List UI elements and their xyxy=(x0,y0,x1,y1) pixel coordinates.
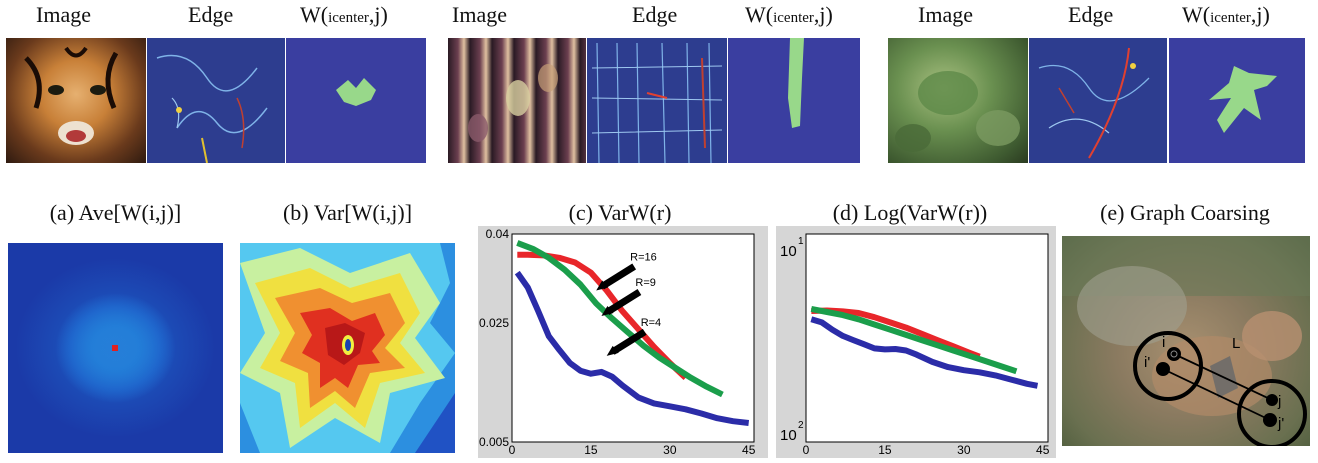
edge-lines xyxy=(156,54,268,163)
variance-contours xyxy=(240,243,455,453)
tiger-affinity-map xyxy=(286,38,426,163)
x-tick-label: 45 xyxy=(1036,443,1050,457)
corn-kernels xyxy=(468,64,558,142)
w-label-main: W( xyxy=(1182,2,1211,27)
image-label-2: Image xyxy=(452,2,507,27)
corn-photo xyxy=(448,38,586,163)
graph-coarsening-overlay: i i' j j' L xyxy=(1062,236,1310,446)
series-line-2 xyxy=(514,270,750,426)
annotation-arrowhead-1 xyxy=(601,306,614,317)
series-line-1 xyxy=(810,305,1018,375)
caption-d: (d) Log(VarW(r)) xyxy=(832,200,988,225)
corn-edge-map xyxy=(587,38,727,163)
annotation-arrowhead-2 xyxy=(606,345,619,356)
w-label-sub: icenter xyxy=(328,10,369,26)
series-line-0 xyxy=(811,307,981,360)
x-tick-label: 0 xyxy=(509,443,516,457)
w-label-sub: icenter xyxy=(1210,10,1251,26)
annotation-arrow-2 xyxy=(610,328,647,355)
affinity-shape xyxy=(336,78,376,106)
edge-lines xyxy=(591,42,723,163)
affinity-shape xyxy=(1209,66,1277,133)
y-tick-bottom-exp: 2 xyxy=(798,420,804,431)
leaves-photo xyxy=(888,38,1028,163)
region-circle-j xyxy=(1237,379,1307,446)
tiger-photo xyxy=(6,38,146,163)
w-label-tail: ,j) xyxy=(368,2,388,27)
label-j: j xyxy=(1277,393,1281,410)
caption-c: (c) VarW(r) xyxy=(568,200,672,225)
annotation-arrow-0 xyxy=(600,263,637,290)
x-tick-label: 30 xyxy=(957,443,971,457)
w-label-1: W(icenter,j) xyxy=(300,2,388,28)
w-label-sub: icenter xyxy=(773,10,814,26)
label-i: i xyxy=(1162,334,1165,351)
w-label-2: W(icenter,j) xyxy=(745,2,833,28)
corn-affinity-map xyxy=(728,38,860,163)
y-tick-top-exp: 1 xyxy=(798,236,804,247)
caption-a: (a) Ave[W(i,j)] xyxy=(49,200,182,225)
label-j-prime: j' xyxy=(1277,415,1284,432)
x-tick-label: 30 xyxy=(663,443,677,457)
x-tick-label: 45 xyxy=(742,443,756,457)
edge-label-2: Edge xyxy=(632,2,678,27)
w-label-tail: ,j) xyxy=(813,2,833,27)
annotation-arrowhead-0 xyxy=(596,280,609,291)
w-label-tail: ,j) xyxy=(1250,2,1270,27)
edge-label-1: Edge xyxy=(188,2,234,27)
y-tick-label: 0.025 xyxy=(479,316,509,330)
tiger-stripes xyxy=(24,46,119,145)
chart-c-svg: 0 15 30 45 0.005 0.025 0.04 R=16 R=9 R=4 xyxy=(479,227,756,457)
w-label-main: W( xyxy=(745,2,774,27)
leaves-affinity-map xyxy=(1169,38,1305,163)
edge-lines xyxy=(1038,47,1150,159)
y-tick-label: 0.04 xyxy=(486,227,510,241)
w-label-main: W( xyxy=(300,2,329,27)
w-label-3: W(icenter,j) xyxy=(1182,2,1270,28)
edge-label-3: Edge xyxy=(1068,2,1114,27)
variance-heatmap xyxy=(240,243,455,453)
label-L: L xyxy=(1232,335,1240,352)
affinity-shape xyxy=(788,38,804,128)
average-affinity-heatmap xyxy=(8,243,223,453)
x-tick-label: 15 xyxy=(584,443,598,457)
image-label-3: Image xyxy=(918,2,973,27)
series-line-1 xyxy=(516,240,724,398)
y-tick-top-base: 10 xyxy=(780,243,797,260)
label-i-prime: i' xyxy=(1144,354,1150,371)
x-tick-label: 0 xyxy=(803,443,810,457)
center-pixel xyxy=(112,345,118,351)
leaf-shapes xyxy=(895,71,1020,152)
caption-e: (e) Graph Coarsing xyxy=(1100,200,1270,225)
caption-b: (b) Var[W(i,j)] xyxy=(282,200,413,225)
chart-c-panel: 0 15 30 45 0.005 0.025 0.04 R=16 R=9 R=4 xyxy=(478,226,768,458)
leaves-edge-map xyxy=(1029,38,1167,163)
annotation-arrow-1 xyxy=(605,289,642,315)
series-line-2 xyxy=(810,316,1039,389)
annotation-label-2: R=4 xyxy=(641,317,662,329)
tiger-edge-map xyxy=(147,38,285,163)
y-tick-bottom-base: 10 xyxy=(780,427,797,444)
annotation-label-1: R=9 xyxy=(635,277,656,289)
chart-d-panel: 0 15 30 45 10 1 10 2 xyxy=(776,226,1056,458)
annotation-label-0: R=16 xyxy=(630,251,657,263)
image-label-1: Image xyxy=(36,2,91,27)
x-tick-label: 15 xyxy=(878,443,892,457)
y-tick-label: 0.005 xyxy=(479,435,509,449)
squirrel-photo: i i' j j' L xyxy=(1062,236,1310,446)
